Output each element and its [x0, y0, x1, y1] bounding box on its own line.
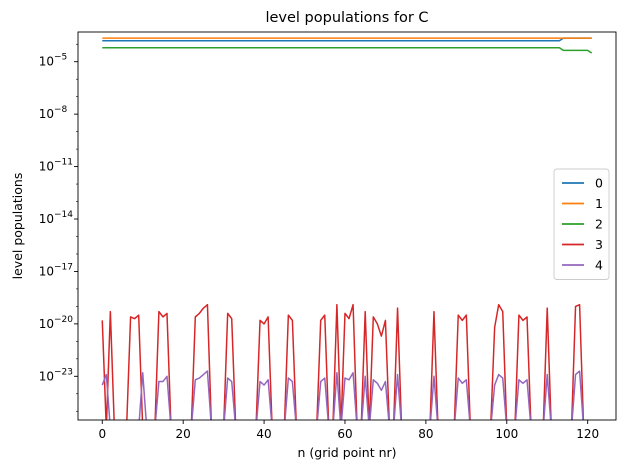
- chart-title: level populations for C: [265, 10, 428, 26]
- plot-frame: [77, 31, 617, 421]
- y-tick-exponent: −8: [54, 105, 68, 115]
- x-tick-label: 20: [176, 427, 191, 441]
- legend-label: 0: [595, 176, 603, 191]
- y-tick-exponent: −11: [54, 158, 73, 168]
- y-tick-base: 10: [39, 264, 54, 278]
- y-tick-exponent: −14: [54, 210, 73, 220]
- x-tick-label: 60: [337, 427, 352, 441]
- y-tick-exponent: −20: [54, 315, 73, 325]
- y-tick-base: 10: [39, 107, 54, 121]
- series-line-4: [101, 370, 584, 420]
- y-tick-exponent: −23: [54, 367, 73, 377]
- x-tick-label: 40: [256, 427, 271, 441]
- y-tick-label: 10: [39, 212, 54, 226]
- series-line-3: [101, 303, 585, 420]
- legend-label: 3: [595, 237, 603, 252]
- y-axis-label: level populations: [10, 173, 25, 280]
- plot-area: [78, 32, 616, 420]
- y-tick-label: 10: [39, 369, 54, 383]
- y-tick-label: 10: [39, 55, 54, 69]
- y-tick-base: 10: [39, 317, 54, 331]
- x-axis-label: n (grid point nr): [297, 445, 396, 460]
- y-tick-exponent: −5: [54, 53, 67, 63]
- legend-label: 4: [595, 258, 603, 273]
- series-line-2: [102, 46, 593, 54]
- y-tick-label: 10: [39, 160, 54, 174]
- series-line-0: [102, 37, 592, 42]
- y-tick-base: 10: [39, 55, 54, 69]
- y-tick-base: 10: [39, 160, 54, 174]
- y-tick-exponent: −17: [54, 262, 73, 272]
- legend-label: 1: [595, 196, 603, 211]
- legend-label: 2: [595, 217, 603, 232]
- y-tick-base: 10: [39, 212, 54, 226]
- x-tick-label: 0: [98, 427, 106, 441]
- x-axis: 0 20 40 60 80 100 120: [98, 420, 599, 441]
- y-tick-label: 10: [39, 107, 54, 121]
- y-tick-label: 10: [39, 317, 54, 331]
- legend: 0 1 2 3 4: [553, 168, 610, 280]
- y-tick-label: 10: [39, 264, 54, 278]
- x-tick-label: 80: [418, 427, 433, 441]
- x-tick-label: 120: [576, 427, 599, 441]
- y-tick-base: 10: [39, 369, 54, 383]
- x-tick-label: 100: [495, 427, 518, 441]
- series-group: [101, 37, 593, 420]
